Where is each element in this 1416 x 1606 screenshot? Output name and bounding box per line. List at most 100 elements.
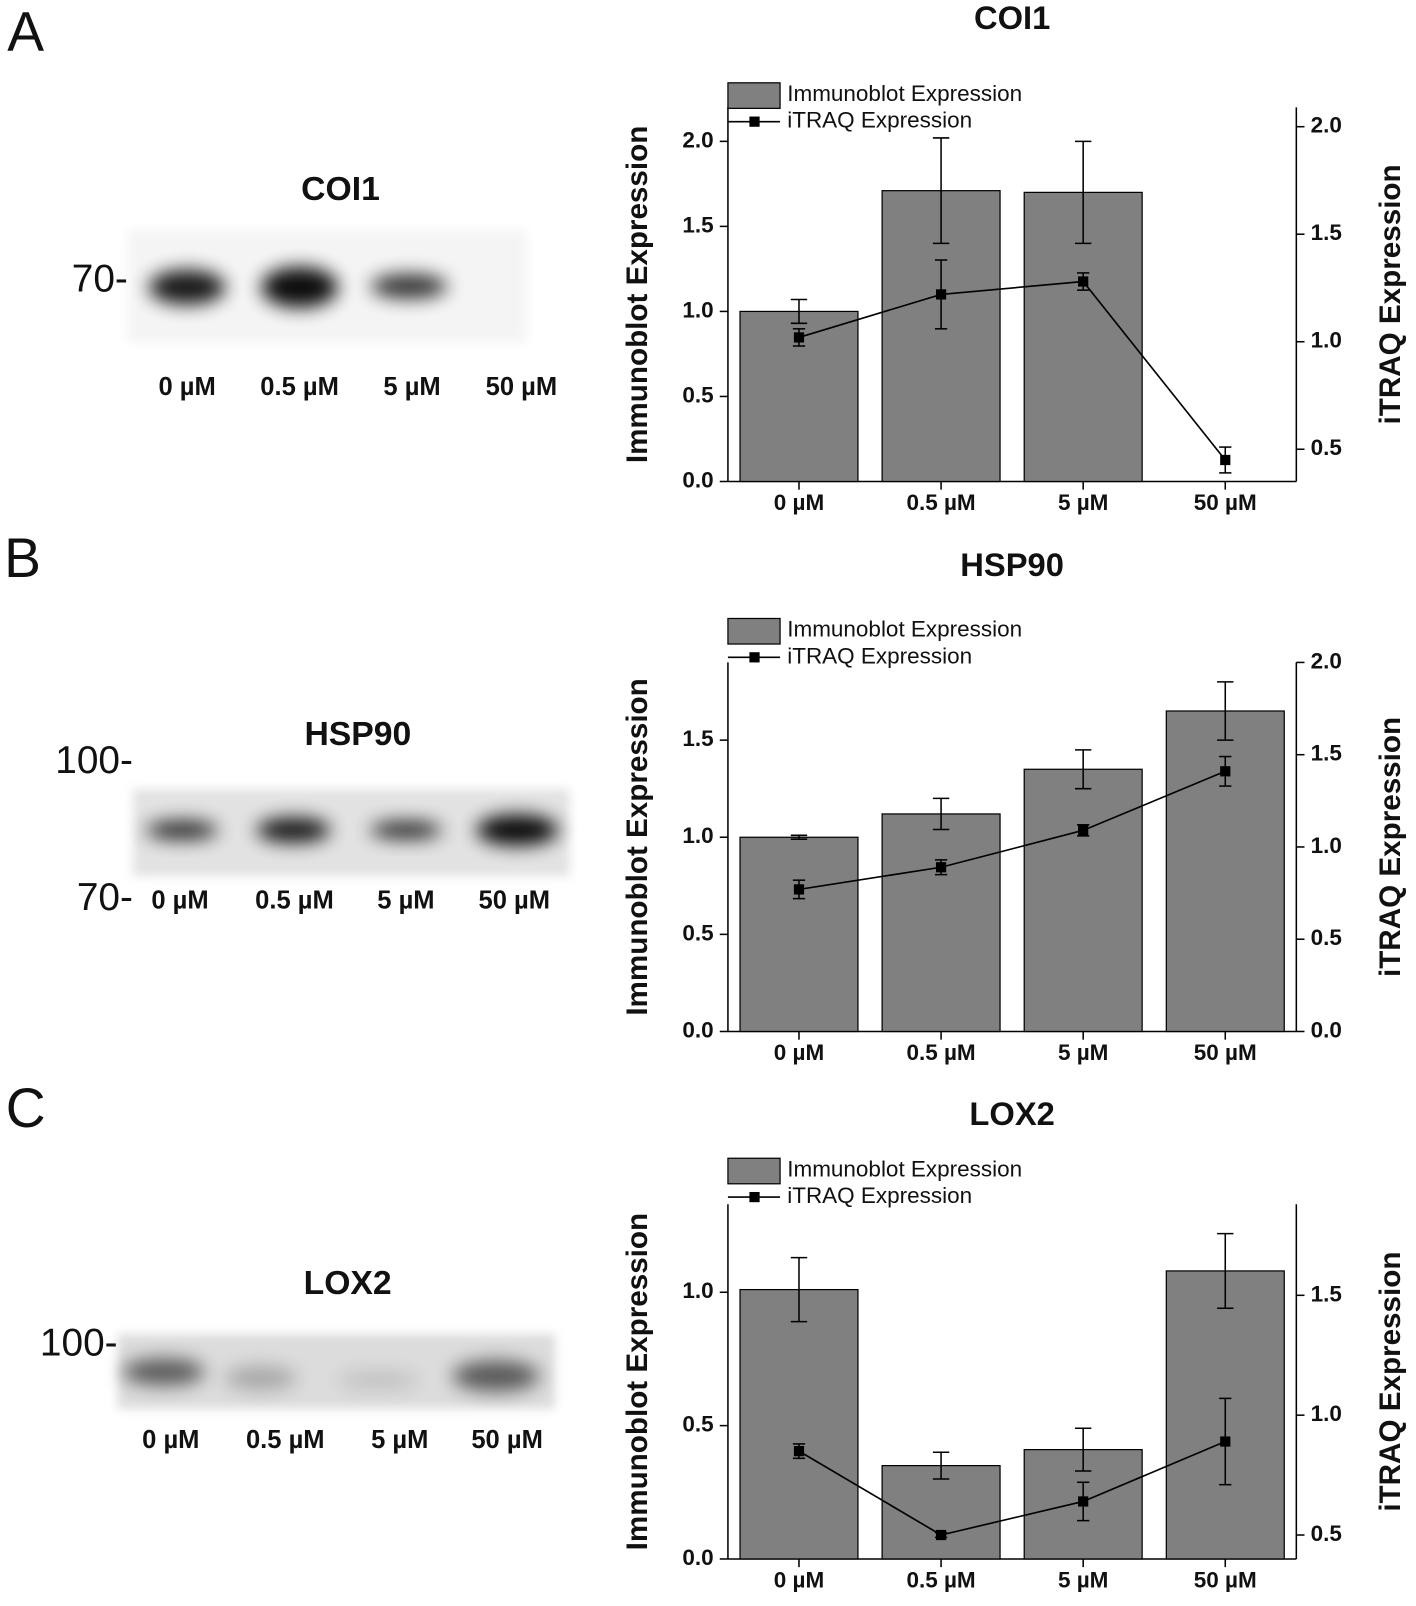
blot-band (122, 1358, 205, 1386)
legend-label: Immunoblot Expression (787, 1156, 1022, 1181)
y-tick-label: 0.0 (682, 1545, 713, 1570)
blot-band (370, 821, 442, 839)
x-tick-label: 50 µM (1194, 1567, 1257, 1592)
mw-marker: 100- (55, 739, 133, 782)
bar (1023, 768, 1143, 1033)
bar (739, 1288, 859, 1560)
y-tick-label: 1.5 (682, 212, 713, 237)
error-bar (932, 1451, 950, 1480)
panel-letter: A (7, 0, 44, 62)
y-axis-title: Immunoblot Expression (621, 1213, 654, 1550)
legend-label: Immunoblot Expression (787, 81, 1022, 106)
y2-axis-title: iTRAQ Expression (1374, 1252, 1407, 1512)
y-tick-label: 0.0 (682, 467, 713, 492)
y2-tick-label: 0.0 (1311, 1017, 1342, 1042)
mw-marker: 70- (72, 257, 128, 300)
mw-marker: 70- (77, 876, 133, 919)
y2-tick-label: 1.5 (1311, 741, 1342, 766)
blot-band (452, 1360, 540, 1392)
x-tick-label: 0.5 µM (906, 1567, 975, 1592)
lane-label: 5 µM (383, 373, 440, 401)
error-bar (790, 834, 808, 840)
blot-band (148, 269, 226, 305)
panel-letter: B (4, 527, 41, 589)
legend-swatch (727, 617, 781, 645)
bar (739, 836, 859, 1033)
legend-swatch (749, 1191, 760, 1203)
line-marker (1078, 276, 1089, 287)
error-bar (932, 137, 950, 245)
y2-tick-label: 2.0 (1311, 113, 1342, 138)
legend-label: Immunoblot Expression (787, 617, 1022, 642)
chart-title: HSP90 (960, 546, 1064, 583)
lane-label: 0.5 µM (260, 373, 339, 401)
legend-swatch (727, 82, 781, 109)
y2-tick-label: 0.5 (1311, 435, 1342, 460)
y2-tick-label: 0.5 (1311, 1521, 1342, 1546)
blot-band (146, 820, 218, 840)
line-marker (1220, 454, 1231, 466)
y2-tick-label: 1.0 (1311, 1401, 1342, 1426)
lane-label: 0 µM (142, 1426, 199, 1454)
lane-label: 50 µM (486, 373, 558, 401)
line-marker (1078, 1496, 1089, 1507)
y-tick-label: 1.0 (682, 297, 713, 322)
chart-title: LOX2 (969, 1095, 1054, 1132)
blot-title: LOX2 (304, 1264, 392, 1302)
x-tick-label: 0 µM (774, 490, 824, 515)
y2-tick-label: 0.5 (1311, 925, 1342, 950)
line-marker (935, 862, 947, 873)
lane-label: 0 µM (151, 886, 208, 914)
y2-axis-title: iTRAQ Expression (1374, 717, 1407, 977)
lane-label: 0 µM (158, 373, 215, 401)
error-bar (790, 1256, 808, 1323)
lane-label: 50 µM (479, 886, 551, 914)
y-axis-title: Immunoblot Expression (621, 678, 654, 1015)
error-bar (1074, 1427, 1092, 1472)
mw-marker: 100- (40, 1322, 118, 1365)
x-tick-label: 50 µM (1194, 490, 1257, 515)
chart-title: COI1 (974, 0, 1050, 36)
y2-tick-label: 1.0 (1311, 328, 1342, 353)
y-tick-label: 0.5 (682, 1412, 713, 1437)
x-tick-label: 0.5 µM (906, 1040, 975, 1065)
line-marker (793, 332, 805, 343)
line-marker (1220, 766, 1231, 777)
line-marker (935, 289, 947, 300)
error-bar (1217, 681, 1234, 741)
line-marker (793, 884, 805, 895)
blot-band (476, 814, 559, 846)
lane-label: 50 µM (471, 1426, 543, 1454)
panel-letter: C (6, 1077, 46, 1139)
blot-band (261, 266, 338, 308)
line (798, 280, 1226, 461)
line-marker (793, 1446, 805, 1457)
legend-label: iTRAQ Expression (787, 108, 972, 133)
lane-label: 5 µM (377, 886, 434, 914)
y2-tick-label: 1.5 (1311, 1281, 1342, 1306)
error-bar (932, 797, 950, 831)
y2-axis-title: iTRAQ Expression (1374, 164, 1407, 424)
y2-tick-label: 1.0 (1311, 833, 1342, 858)
x-tick-label: 5 µM (1058, 1040, 1108, 1065)
error-bar (790, 298, 808, 325)
x-tick-label: 5 µM (1058, 490, 1108, 515)
error-bar (1074, 140, 1092, 245)
line-marker (935, 1529, 947, 1541)
blot-title: HSP90 (304, 715, 411, 753)
blot-band (224, 1366, 297, 1390)
y-tick-label: 2.0 (682, 127, 713, 152)
blot-title: COI1 (301, 170, 380, 208)
y2-tick-label: 1.5 (1311, 220, 1342, 245)
legend-label: iTRAQ Expression (787, 643, 972, 668)
blot-band (370, 273, 448, 299)
line (798, 1440, 1226, 1536)
x-tick-label: 0.5 µM (906, 490, 975, 515)
bar (881, 813, 1001, 1033)
x-tick-label: 0 µM (774, 1567, 824, 1592)
blot-band (337, 1370, 420, 1390)
y-axis-title: Immunoblot Expression (621, 126, 654, 463)
x-tick-label: 0 µM (774, 1040, 824, 1065)
line-marker (1220, 1436, 1231, 1447)
